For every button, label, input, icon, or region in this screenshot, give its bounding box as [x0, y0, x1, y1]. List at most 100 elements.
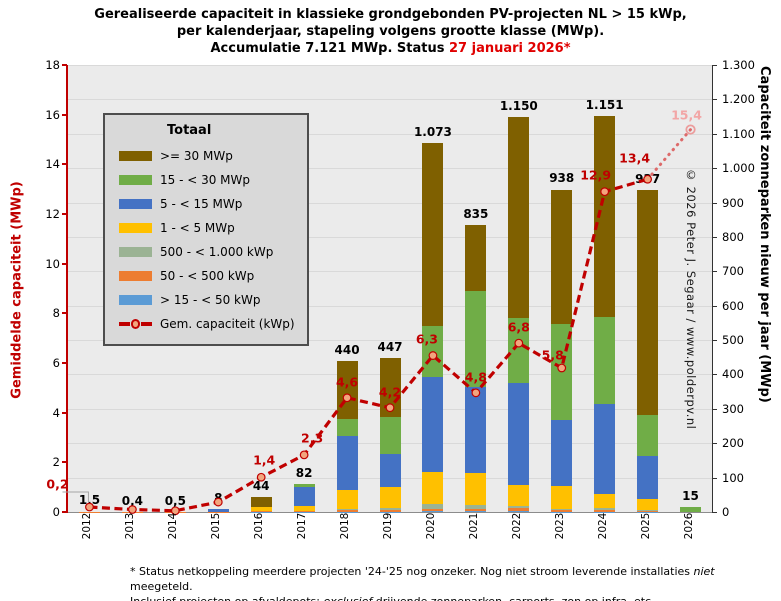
footnote-text: exclusief — [323, 595, 372, 601]
bar-segment — [594, 317, 616, 405]
legend: Totaal >= 30 MWp 15 - < 30 MWp 5 - < 15 MW… — [103, 113, 309, 346]
avg-line-value-label: 0,2 — [46, 476, 69, 492]
legend-swatch-icon — [119, 223, 152, 233]
bar-segment — [637, 189, 659, 415]
left-axis-tick-label: 2 — [52, 455, 60, 470]
bar-2024 — [594, 116, 616, 512]
right-axis-tick — [712, 477, 717, 479]
avg-line-marker — [128, 505, 137, 514]
bar-2021 — [465, 224, 487, 512]
right-axis-tick-label: 700 — [722, 264, 744, 279]
footnote-line: Inclusief projecten op afvaldepots; excl… — [130, 594, 730, 601]
avg-line-marker — [685, 124, 696, 135]
bar-total-label: 1.150 — [499, 98, 538, 113]
left-axis-tick — [62, 213, 67, 215]
gridline — [68, 133, 712, 135]
bar-segment — [637, 455, 659, 500]
avg-capacity-line — [62, 124, 696, 516]
footnote-text: niet — [693, 565, 715, 578]
left-axis-title: Gemiddelde capaciteit (MWp) — [9, 181, 25, 399]
left-axis-tick-label: 0 — [52, 505, 60, 519]
bar-segment — [551, 486, 573, 509]
avg-line-value-label: 4,8 — [464, 369, 487, 385]
bar-segment — [250, 496, 272, 507]
avg-line-marker — [643, 174, 652, 184]
legend-item: >= 30 MWp — [119, 144, 307, 168]
bar-segment — [465, 508, 487, 512]
right-axis-tick-label: 100 — [722, 470, 744, 485]
right-axis-tick-label: 400 — [722, 367, 744, 382]
legend-item: 5 - < 15 MWp — [119, 192, 307, 216]
legend-line-swatch-icon — [119, 319, 152, 329]
avg-line-marker — [471, 388, 481, 398]
avg-line-value-label: 12,9 — [580, 167, 612, 183]
legend-swatch-icon — [119, 295, 152, 305]
gridline — [68, 236, 712, 238]
left-axis-tick — [62, 113, 67, 116]
bar-total-label: 82 — [295, 465, 313, 480]
gridline — [68, 305, 712, 307]
bar-segment — [422, 471, 444, 505]
right-axis-tick — [712, 202, 717, 204]
right-axis-tick — [712, 374, 717, 376]
chart-title: Gerealiseerde capaciteit in klassieke gr… — [0, 6, 781, 57]
bar-segment — [508, 511, 530, 512]
bar-segment — [422, 509, 444, 512]
bar-total-label: 0,5 — [164, 493, 186, 508]
bar-2026 — [680, 506, 702, 512]
x-axis-year-label: 2019 — [382, 512, 394, 540]
x-axis-year-label: 2023 — [553, 512, 566, 540]
left-axis-tick-label: 4 — [52, 405, 60, 420]
bar-total-label: 1,5 — [78, 493, 101, 508]
x-axis-year-label: 2015 — [210, 512, 223, 540]
right-axis-tick — [712, 512, 717, 513]
right-axis-tick — [712, 408, 717, 410]
bar-segment — [551, 510, 573, 512]
x-axis-year-label: 2014 — [167, 512, 180, 540]
legend-item-line: Gem. capaciteit (kWp) — [119, 312, 307, 336]
legend-item-label: 5 - < 15 MWp — [160, 197, 243, 211]
legend-item: 1 - < 5 MWp — [119, 216, 307, 240]
right-axis-tick — [712, 99, 717, 101]
left-axis-tick-label: 8 — [52, 306, 60, 321]
right-axis-tick-label: 1.000 — [722, 161, 755, 176]
chart-title-status-date: 27 januari 2026* — [449, 41, 571, 56]
bar-segment — [293, 483, 315, 488]
avg-line-projection — [646, 128, 693, 181]
bar-total-label: 440 — [334, 342, 360, 357]
legend-swatch-icon — [119, 175, 152, 185]
bar-total-label: 15 — [682, 488, 699, 503]
bar-segment — [379, 417, 401, 455]
x-axis-year-label: 2017 — [296, 512, 309, 540]
bar-segment — [637, 509, 659, 511]
bar-segment — [508, 318, 530, 384]
bar-segment — [508, 116, 530, 319]
bar-segment — [336, 508, 358, 510]
bar-total-label: 835 — [463, 206, 489, 221]
footnote-line: * Status netkoppeling meerdere projecten… — [130, 564, 730, 594]
chart-title-line1: Gerealiseerde capaciteit in klassieke gr… — [94, 7, 687, 22]
avg-line-value-label: 4,2 — [378, 384, 402, 400]
right-axis-line — [712, 65, 713, 513]
left-axis-tick-label: 12 — [45, 207, 60, 221]
bar-segment — [508, 484, 530, 506]
label-leader-line — [62, 491, 89, 506]
avg-line-value-label: 13,4 — [619, 150, 651, 166]
avg-line-marker — [256, 472, 266, 482]
right-axis-tick-label: 600 — [722, 298, 744, 313]
legend-item-label: > 15 - < 50 kWp — [160, 293, 261, 307]
avg-line-marker — [514, 338, 524, 348]
x-axis-year-label: 2026 — [682, 512, 695, 540]
legend-item: 500 - < 1.000 kWp — [119, 240, 307, 264]
bar-segment — [379, 507, 401, 510]
bar-total-label: 0,4 — [121, 493, 144, 508]
gridline — [68, 168, 712, 170]
legend-swatch-icon — [119, 247, 152, 257]
left-axis-tick — [62, 362, 67, 364]
bar-segment — [465, 505, 487, 509]
avg-line-value-label: 15,4 — [671, 107, 702, 123]
gridline — [68, 271, 712, 273]
bar-segment — [465, 386, 487, 473]
bar-segment — [250, 506, 272, 511]
